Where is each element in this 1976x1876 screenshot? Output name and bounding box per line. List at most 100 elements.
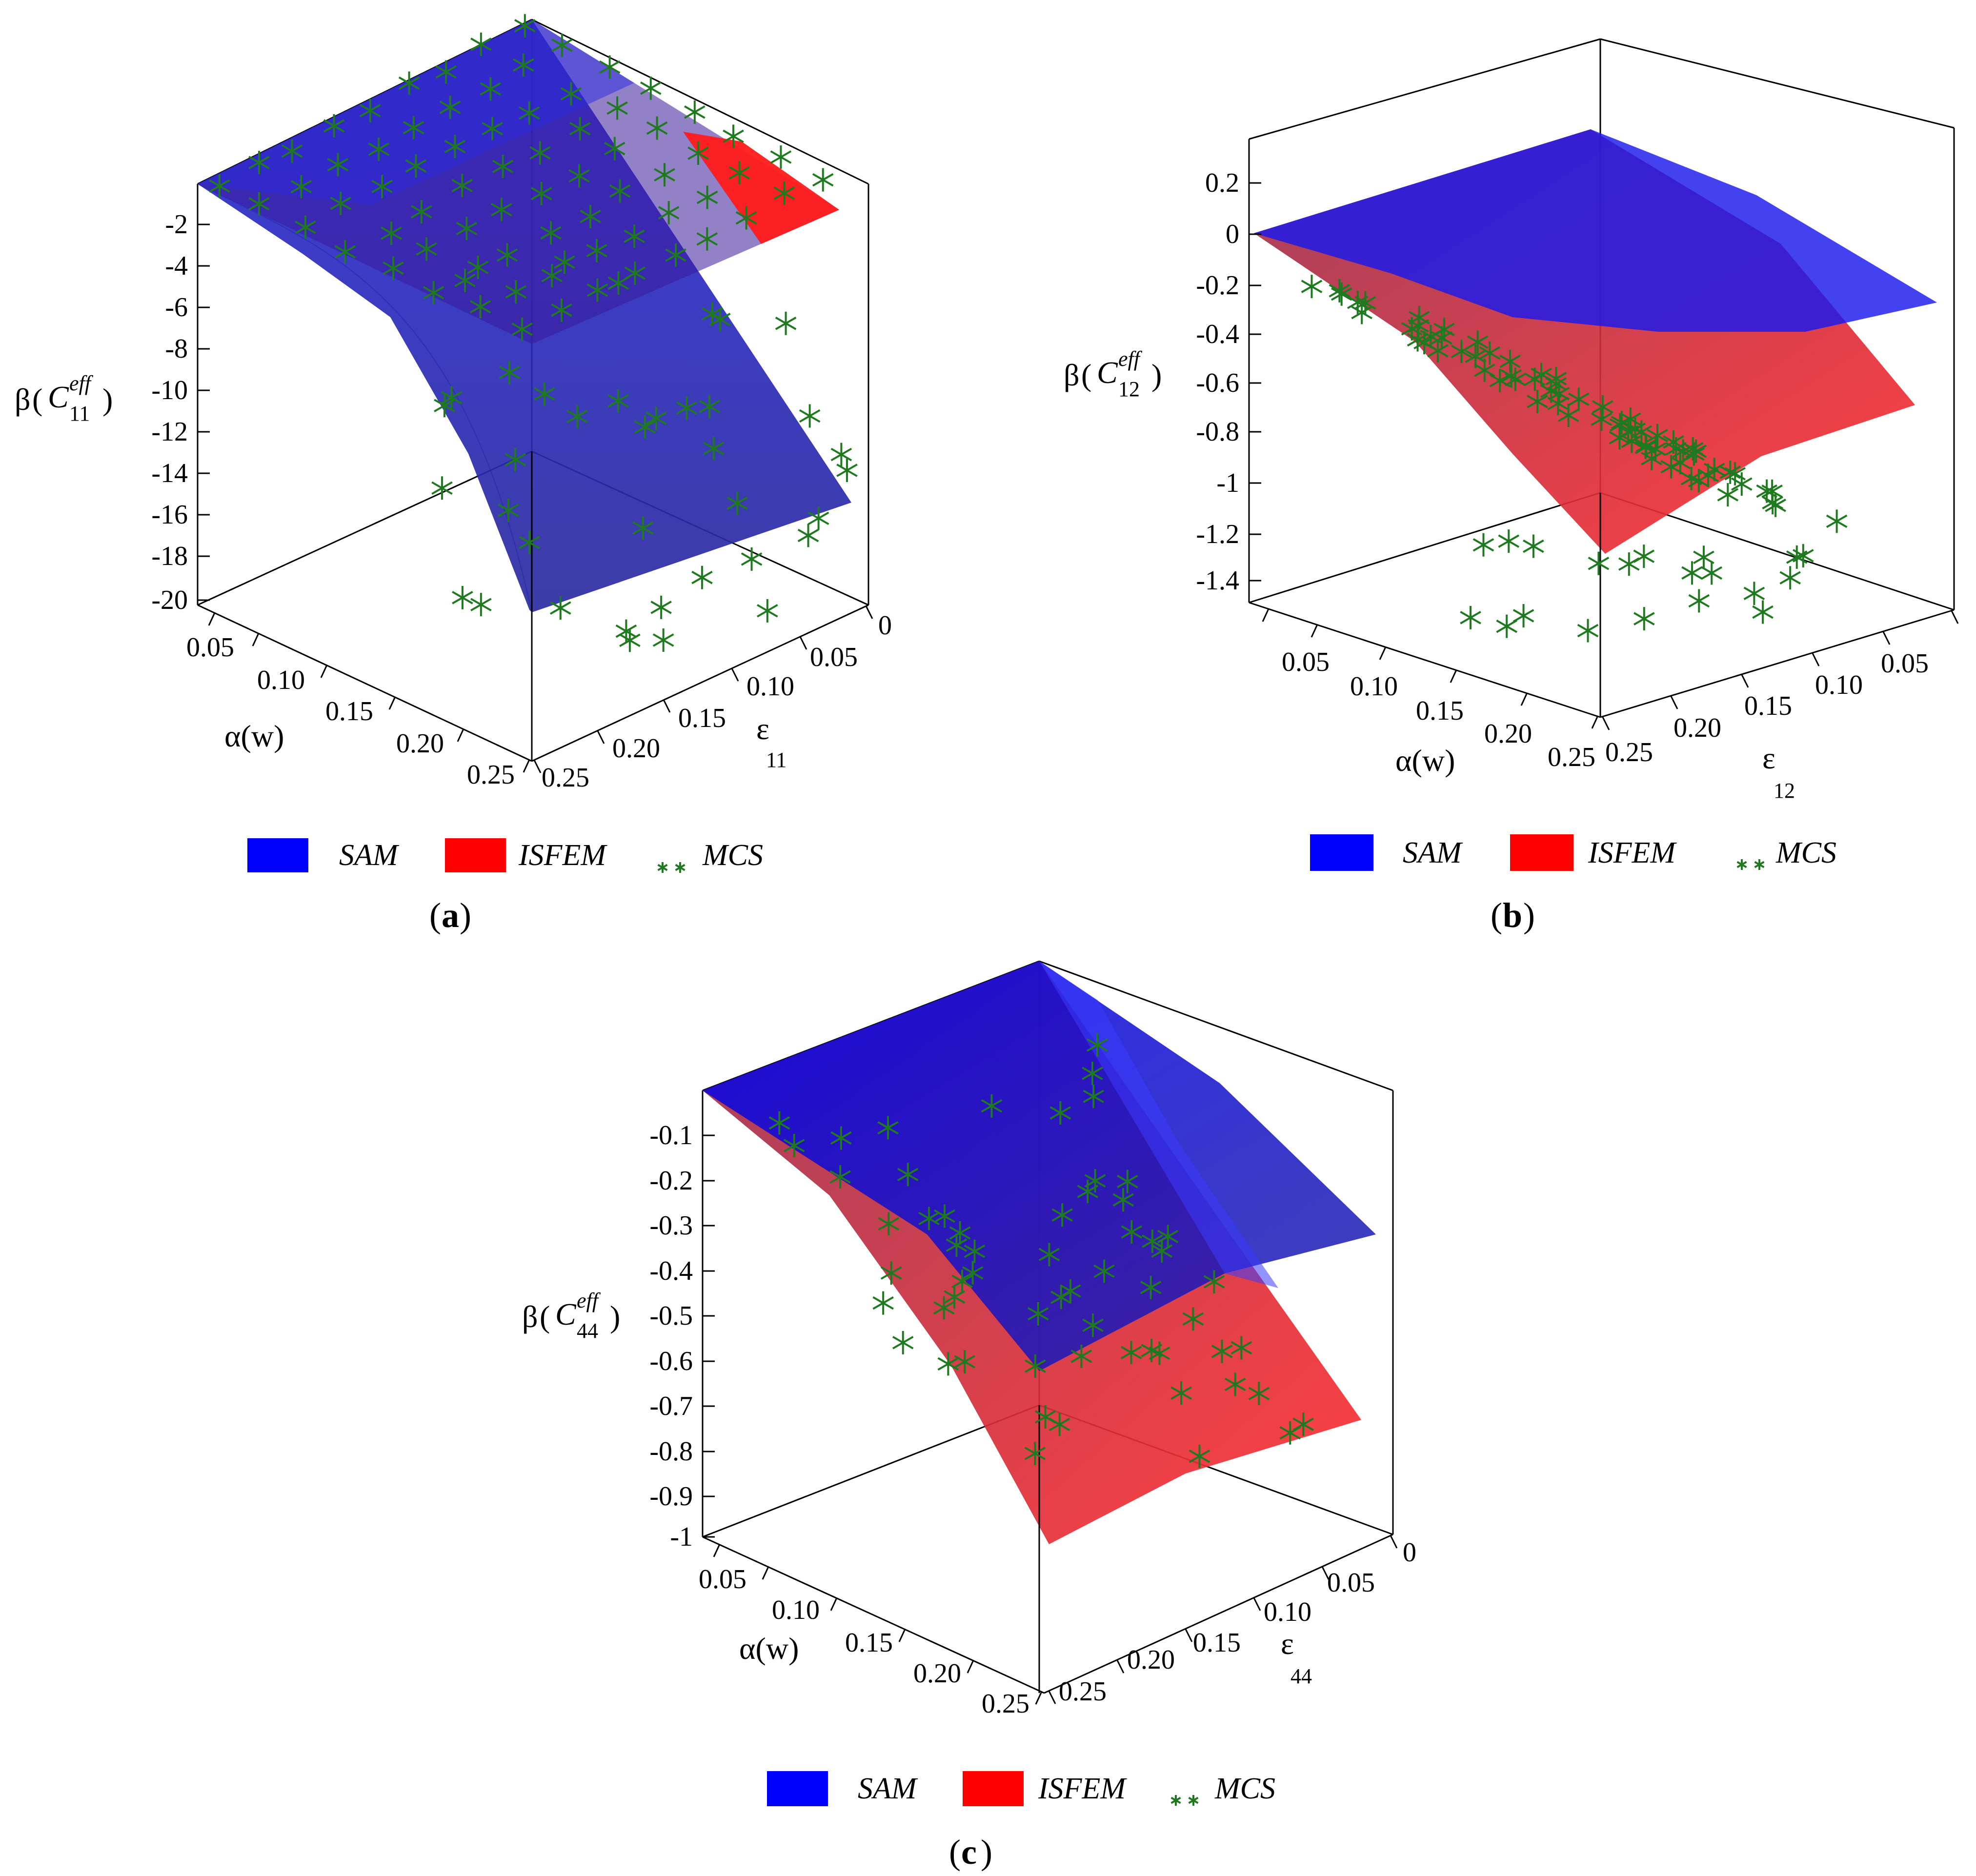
- x-tick: 0.15: [1416, 696, 1464, 726]
- svg-text:(: (: [1081, 358, 1091, 392]
- mcs-marker: [1230, 1336, 1252, 1360]
- mcs-marker: [323, 114, 345, 138]
- mcs-marker: [1505, 367, 1526, 391]
- isfem-surface-a: [198, 20, 839, 344]
- mcs-marker: [709, 307, 731, 331]
- mcs-marker: [586, 278, 608, 302]
- mcs-marker: [1188, 1795, 1199, 1806]
- z-tick: -1: [1216, 468, 1239, 498]
- svg-text:): ): [610, 1299, 620, 1334]
- z-tick: -0.4: [1196, 319, 1239, 349]
- mcs-marker: [541, 263, 563, 287]
- mcs-marker: [1660, 455, 1682, 479]
- mcs-marker: [723, 124, 744, 148]
- mcs-marker: [452, 585, 473, 609]
- x-tick: 0.10: [772, 1595, 820, 1625]
- mcs-marker: [1077, 1180, 1099, 1204]
- mcs-marker: [964, 1239, 986, 1263]
- mcs-marker: [456, 217, 478, 241]
- mcs-marker: [880, 1261, 902, 1285]
- mcs-marker: [1203, 1270, 1225, 1294]
- mcs-marker: [1149, 1341, 1170, 1365]
- mcs-marker: [632, 516, 654, 540]
- mcs-marker: [1460, 605, 1481, 629]
- mcs-marker: [551, 298, 572, 322]
- mcs-marker: [619, 628, 641, 652]
- z-tick: -1.4: [1196, 565, 1239, 596]
- mcs-marker: [676, 396, 698, 420]
- svg-text:(: (: [1491, 896, 1502, 935]
- mcs-marker: [1472, 533, 1494, 557]
- mcs-marker: [1467, 330, 1489, 354]
- svg-text:11: 11: [766, 748, 786, 772]
- z-tick: -0.3: [649, 1210, 693, 1241]
- x-tick: 0.25: [467, 760, 515, 790]
- mcs-marker: [586, 239, 607, 262]
- mcs-marker: [248, 151, 270, 175]
- mcs-marker: [773, 181, 795, 205]
- z-tick: -0.7: [649, 1391, 693, 1421]
- z-tick: -1.2: [1196, 519, 1239, 549]
- y-tick: 0: [1403, 1537, 1416, 1568]
- svg-text:β: β: [1064, 358, 1080, 392]
- mcs-marker: [505, 280, 527, 304]
- mcs-marker: [1523, 534, 1544, 558]
- svg-text:44: 44: [1290, 1664, 1312, 1688]
- mcs-marker: [209, 174, 230, 198]
- svg-text:): ): [102, 382, 113, 417]
- mcs-marker: [469, 295, 491, 319]
- mcs-marker: [1049, 1101, 1071, 1125]
- mcs-marker: [768, 1111, 790, 1135]
- z-tick: -8: [165, 334, 188, 364]
- mcs-marker: [1070, 1344, 1092, 1368]
- svg-text:44: 44: [577, 1319, 598, 1343]
- panel-b: 0.2 0 -0.2 -0.4 -0.6 -0.8 -1 -1.2 -1.4 0…: [1064, 38, 1959, 935]
- mcs-marker: [512, 53, 534, 77]
- mcs-marker: [405, 154, 427, 178]
- x-axis-label: α(w): [1395, 743, 1455, 778]
- svg-text:11: 11: [69, 402, 90, 425]
- svg-text:a: a: [442, 896, 459, 935]
- mcs-marker: [1427, 339, 1449, 363]
- mcs-marker: [1499, 349, 1521, 373]
- z-tick: -4: [165, 251, 188, 281]
- svg-text:β: β: [522, 1299, 538, 1334]
- y-tick: 0.25: [1059, 1676, 1107, 1707]
- mcs-marker: [1592, 395, 1613, 419]
- mcs-marker: [951, 1270, 973, 1293]
- svg-text:): ): [1151, 358, 1162, 392]
- mcs-marker: [728, 161, 750, 185]
- mcs-marker: [1117, 1170, 1138, 1193]
- z-tick: 0: [1226, 219, 1239, 249]
- mcs-marker: [1301, 275, 1323, 299]
- mcs-marker: [334, 240, 356, 264]
- mcs-marker: [518, 101, 540, 125]
- z-tick: -0.1: [649, 1120, 693, 1150]
- x-tick: 0.05: [699, 1564, 746, 1594]
- mcs-marker: [657, 862, 668, 873]
- legend-label-sam: SAM: [339, 839, 400, 872]
- mcs-marker: [1665, 437, 1687, 461]
- mcs-marker: [381, 221, 402, 245]
- mcs-marker: [946, 1233, 968, 1257]
- legend-swatch-isfem: [445, 838, 506, 872]
- mcs-marker: [691, 565, 713, 589]
- mcs-marker: [654, 163, 675, 187]
- mcs-marker: [934, 1204, 955, 1228]
- mcs-marker: [933, 1296, 955, 1320]
- mcs-marker: [1142, 1230, 1163, 1253]
- z-tick: -14: [151, 458, 188, 488]
- x-tick: 0.25: [1548, 742, 1595, 772]
- mcs-marker: [568, 164, 590, 188]
- mcs-marker: [1611, 411, 1633, 435]
- mcs-marker: [530, 182, 552, 205]
- mcs-marker: [878, 1212, 900, 1236]
- mcs-marker: [1681, 561, 1703, 585]
- mcs-marker: [534, 382, 555, 406]
- legend-a: SAM ISFEM MCS: [247, 838, 763, 873]
- z-tick: -0.4: [649, 1256, 693, 1286]
- mcs-marker: [645, 406, 667, 430]
- mcs-marker: [1826, 509, 1848, 533]
- x-tick: 0.25: [982, 1689, 1029, 1719]
- mcs-marker: [962, 1261, 984, 1285]
